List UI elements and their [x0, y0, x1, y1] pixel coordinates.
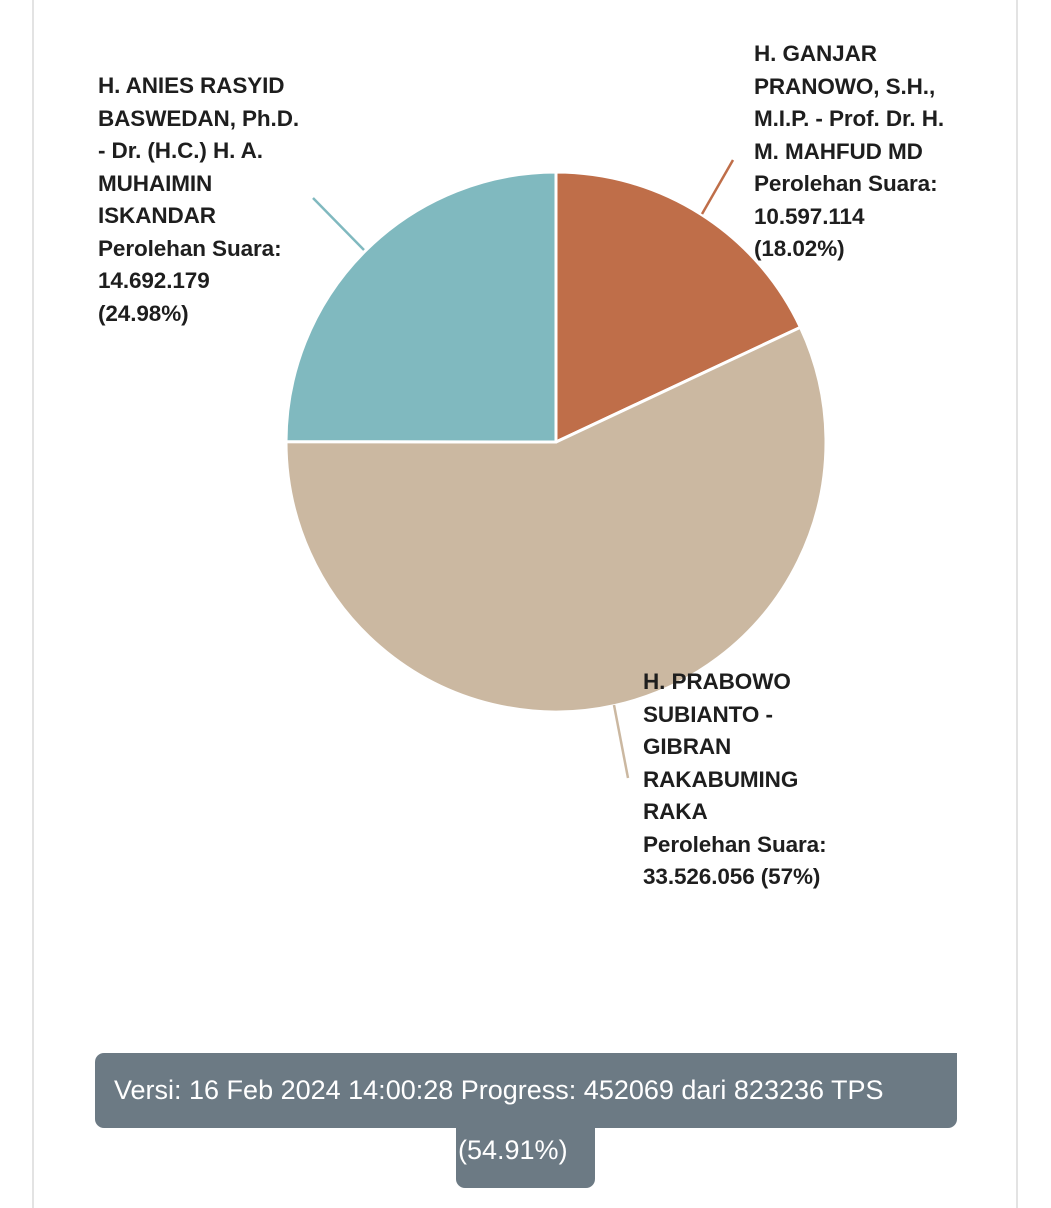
candidate-name-line: RAKABUMING	[643, 766, 799, 792]
vote-count-percent: 33.526.056 (57%)	[643, 861, 826, 894]
slice-label-prabowo: H. PRABOWO SUBIANTO - GIBRAN RAKABUMING …	[643, 666, 827, 894]
progress-status-text: Versi: 16 Feb 2024 14:00:28 Progress: 45…	[114, 1075, 884, 1105]
vote-caption: Perolehan Suara:	[754, 171, 938, 196]
pie-slices	[284, 170, 828, 714]
candidate-name-line: H. GANJAR	[754, 41, 877, 66]
candidate-name-line: PRANOWO, S.H.,	[754, 73, 936, 99]
slice-label-anies: H. ANIES RASYID BASWEDAN, Ph.D. - Dr. (H…	[98, 70, 299, 330]
vote-caption-with-value: Perolehan Suara:	[643, 829, 827, 862]
vote-percent: (57%)	[760, 864, 821, 889]
vote-percent: (24.98%)	[98, 300, 189, 326]
leader-line-prabowo	[612, 704, 630, 779]
candidate-name-line: M.I.P. - Prof. Dr. H.	[754, 106, 945, 131]
chart-card	[32, 0, 1018, 1208]
vote-count: 33.526.056	[643, 864, 755, 889]
pie-slice-anies	[284, 170, 558, 444]
candidate-name-line: - Dr. (H.C.) H. A.	[98, 138, 263, 163]
candidate-name-line: RAKA	[643, 799, 708, 824]
progress-percent-text: (54.91%)	[458, 1135, 568, 1165]
candidate-name-line: ISKANDAR	[98, 203, 216, 228]
leader-lines	[312, 159, 735, 779]
leader-line-anies	[312, 197, 365, 251]
vote-caption: Perolehan Suara:	[98, 235, 282, 261]
leader-line-ganjar	[700, 159, 735, 215]
progress-status-bar: Versi: 16 Feb 2024 14:00:28 Progress: 45…	[95, 1053, 957, 1128]
vote-count: 14.692.179	[98, 268, 210, 293]
vote-percent: (18.02%)	[754, 236, 845, 261]
progress-percent-bar: (54.91%)	[456, 1128, 595, 1188]
slice-label-ganjar: H. GANJAR PRANOWO, S.H., M.I.P. - Prof. …	[754, 38, 944, 266]
candidate-name-line: MUHAIMIN	[98, 170, 213, 196]
candidate-name-line: BASWEDAN, Ph.D.	[98, 105, 300, 131]
pie-chart	[284, 159, 828, 779]
candidate-name-line: SUBIANTO -	[643, 701, 773, 727]
vote-caption: Perolehan Suara:	[643, 831, 827, 857]
candidate-name-line: H. PRABOWO	[643, 669, 791, 694]
vote-count: 10.597.114	[754, 203, 865, 229]
pie-slice-ganjar	[554, 170, 802, 444]
candidate-name-line: GIBRAN	[643, 734, 732, 759]
candidate-name-line: M. MAHFUD MD	[754, 138, 923, 164]
candidate-name-line: H. ANIES RASYID	[98, 73, 285, 98]
